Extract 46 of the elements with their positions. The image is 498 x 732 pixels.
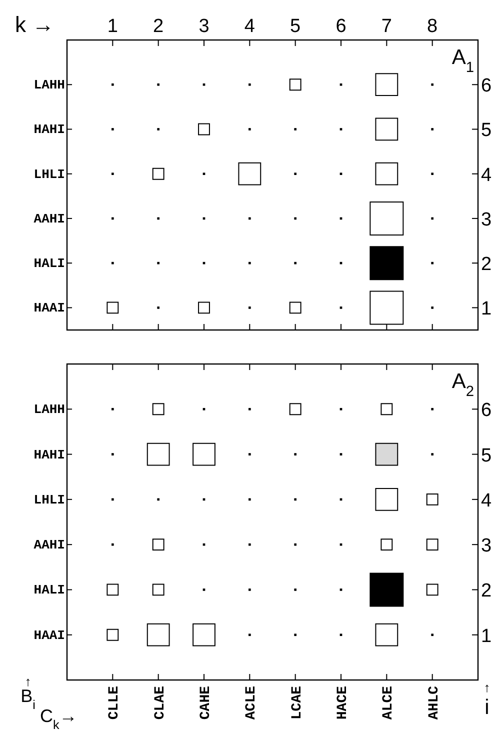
category-label: AAHI [34,211,65,226]
category-label: HAAI [34,628,65,643]
x-tick-label: 8 [427,16,438,37]
x-tick-label: CLAE [152,686,168,720]
x-axis-title: k → [15,12,54,37]
category-label: HALI [34,256,65,272]
y-tick-label: 6 [481,400,492,422]
y2-axis-title: ↑ i [484,680,490,719]
x-tick-label: 3 [198,16,210,37]
x-tick-label: 7 [381,16,392,37]
x-tick-label: AHLC [426,685,442,720]
y-tick-label: 4 [481,490,492,512]
x-tick-label: CLLE [106,686,123,720]
category-label: LAHH [34,78,65,93]
annotation: A$_{1}$ [452,46,474,76]
y-tick-label: 3 [481,209,492,230]
category-label: HALI [34,582,65,598]
x-tick-label: 1 [107,16,118,37]
x-tick-label: 4 [244,16,256,37]
category-label: HAHI [34,122,65,138]
y-axis-title: ↑ B$_{i}$ [20,674,36,712]
category-label: LHLI [34,492,65,508]
category-label: HAAI [34,300,65,316]
category-label: LHLI [34,166,65,182]
category-label: LAHH [34,402,65,418]
y-tick-label: 5 [481,445,492,466]
x-tick-label: 5 [290,16,301,37]
x-tick-label: ACLE [244,686,260,720]
y-tick-label: 1 [481,298,492,320]
y-tick-label: 1 [481,626,492,647]
x-tick-label: HACE [335,686,351,720]
x-tick-label: 6 [336,16,346,37]
x-tick-label: LCAE [289,686,306,720]
x-tick-label: ALCE [380,686,397,720]
y-tick-label: 2 [481,254,492,276]
x-tick-label: CAHE [198,686,214,720]
y-tick-label: 4 [481,164,492,186]
category-label: HAHI [34,447,65,462]
y-tick-label: 2 [481,580,492,602]
y-tick-label: 5 [481,120,492,142]
annotation: A$_{2}$ [452,370,474,400]
x-axis-title: C$_{k}$→ [40,706,78,732]
y-tick-label: 3 [481,536,492,557]
y-tick-label: 6 [481,76,492,97]
category-label: AAHI [34,538,65,553]
x-tick-label: 2 [153,16,164,37]
